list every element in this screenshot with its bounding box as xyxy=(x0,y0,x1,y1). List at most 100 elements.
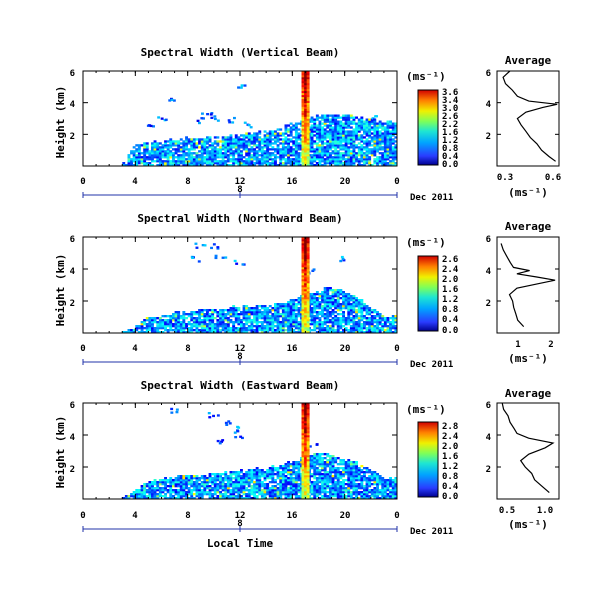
heatmap-cell xyxy=(200,483,204,486)
heatmap-cell xyxy=(166,481,170,484)
heatmap-cell xyxy=(187,497,191,500)
heatmap-cell xyxy=(326,287,330,290)
heatmap-cell xyxy=(192,325,196,328)
heatmap-cell xyxy=(297,321,301,324)
heatmap-cell xyxy=(271,154,275,157)
heatmap-cell xyxy=(323,479,327,482)
heatmap-cell xyxy=(247,307,251,310)
heatmap-cell xyxy=(213,152,217,155)
heatmap-cell xyxy=(271,309,275,312)
y-tick-label: 4 xyxy=(70,433,76,443)
heatmap-cell xyxy=(304,445,307,448)
heatmap-cell xyxy=(301,144,305,147)
heatmap-cell xyxy=(276,495,280,498)
heatmap-cell xyxy=(304,431,307,434)
heatmap-cell xyxy=(326,152,330,155)
heatmap-cell xyxy=(339,471,343,474)
heatmap-cell xyxy=(287,469,290,472)
heatmap-cell xyxy=(331,313,335,316)
heatmap-cell xyxy=(373,489,377,492)
heatmap-cell xyxy=(203,244,207,247)
heatmap-cell xyxy=(363,158,366,161)
heatmap-cell xyxy=(381,158,385,161)
heatmap-cell xyxy=(301,305,305,308)
heatmap-cell xyxy=(153,144,157,147)
heatmap-cell xyxy=(310,299,314,302)
heatmap-cell xyxy=(224,313,228,316)
heatmap-cell xyxy=(224,475,228,478)
heatmap-cell xyxy=(211,487,215,490)
heatmap-cell xyxy=(386,132,390,135)
heatmap-cell xyxy=(161,495,165,498)
heatmap-cell xyxy=(274,331,277,334)
heatmap-cell xyxy=(284,479,288,482)
heatmap-cell xyxy=(161,164,165,167)
heatmap-cell xyxy=(315,493,319,496)
heatmap-cell xyxy=(255,134,259,137)
heatmap-cell xyxy=(306,76,310,80)
x-tick-label: 20 xyxy=(340,511,351,521)
heatmap-cell xyxy=(336,114,340,117)
heatmap-cell xyxy=(122,331,126,334)
heatmap-cell xyxy=(161,152,165,155)
heatmap-cell xyxy=(185,154,188,157)
heatmap-cell xyxy=(209,113,213,116)
heatmap-cell xyxy=(301,92,305,96)
heatmap-cell xyxy=(339,291,343,294)
heatmap-cell xyxy=(310,493,314,496)
heatmap-cell xyxy=(263,162,267,165)
heatmap-cell xyxy=(234,471,238,474)
heatmap-cell xyxy=(368,495,372,498)
date-tick-label: 8 xyxy=(237,352,242,362)
heatmap-cell xyxy=(336,144,340,147)
heatmap-cell xyxy=(174,497,178,500)
heatmap-cell xyxy=(242,483,246,486)
heatmap-cell xyxy=(334,305,338,308)
heatmap-cell xyxy=(304,465,307,468)
heatmap-cell xyxy=(187,140,191,143)
heatmap-cell xyxy=(224,140,228,143)
heatmap-cell xyxy=(301,325,305,328)
heatmap-cell xyxy=(208,323,212,326)
heatmap-cell xyxy=(284,146,288,149)
heatmap-cell xyxy=(237,485,241,488)
heatmap-cell xyxy=(284,475,288,478)
heatmap-cell xyxy=(153,148,157,151)
heatmap-cell xyxy=(281,483,285,486)
heatmap-cell xyxy=(363,130,366,133)
heatmap-cell xyxy=(304,84,307,88)
heatmap-cell xyxy=(240,495,243,498)
heatmap-cell xyxy=(329,146,332,149)
heatmap-cell xyxy=(226,321,230,324)
heatmap-cell xyxy=(355,130,358,133)
heatmap-cell xyxy=(281,307,285,310)
heatmap-cell xyxy=(329,467,332,470)
heatmap-cell xyxy=(279,156,283,159)
heatmap-cell xyxy=(224,152,228,155)
heatmap-cell xyxy=(349,477,353,480)
heatmap-cell xyxy=(182,323,186,326)
heatmap-cell xyxy=(287,479,290,482)
heatmap-cell xyxy=(306,112,310,115)
heatmap-cell xyxy=(266,321,270,324)
heatmap-cell xyxy=(352,331,356,334)
heatmap-cell xyxy=(370,152,374,155)
heatmap-cell xyxy=(329,495,332,498)
heatmap-cell xyxy=(179,156,183,159)
heatmap-cell xyxy=(370,321,374,324)
heatmap-cell xyxy=(216,154,220,157)
heatmap-cell xyxy=(355,465,358,468)
heatmap-cell xyxy=(143,154,147,157)
heatmap-cell xyxy=(304,443,307,446)
heatmap-cell xyxy=(297,122,301,125)
heatmap-cell xyxy=(306,299,310,302)
heatmap-cell xyxy=(258,132,262,135)
heatmap-cell xyxy=(284,124,288,127)
heatmap-cell xyxy=(195,331,199,334)
heatmap-cell xyxy=(260,307,264,310)
heatmap-cell xyxy=(192,317,196,320)
heatmap-cell xyxy=(260,485,264,488)
heatmap-cell xyxy=(347,164,351,167)
heatmap-cell xyxy=(301,122,305,125)
heatmap-cell xyxy=(339,481,343,484)
